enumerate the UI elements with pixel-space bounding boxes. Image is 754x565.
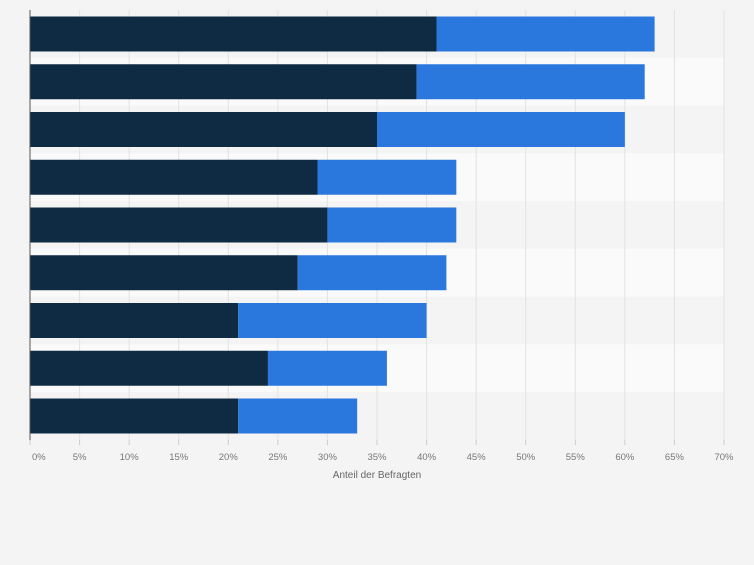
bar-segment-series-1: [30, 398, 239, 434]
bar-segment-series-2: [327, 207, 457, 243]
x-tick-label: 25%: [268, 452, 288, 463]
bar-segment-series-2: [267, 350, 387, 386]
bars: [30, 16, 655, 434]
x-tick-label: 30%: [318, 452, 338, 463]
bar-segment-series-2: [416, 64, 645, 100]
x-tick-label: 40%: [417, 452, 437, 463]
bar-segment-series-1: [30, 207, 328, 243]
x-axis-title: Anteil der Befragten: [333, 470, 421, 481]
bar-segment-series-1: [30, 159, 318, 195]
bar-segment-series-1: [30, 303, 239, 338]
x-tick-label: 5%: [73, 452, 87, 463]
x-tick-label: 65%: [665, 452, 685, 463]
x-tick-label: 35%: [367, 452, 387, 463]
x-tick-label: 55%: [566, 452, 586, 463]
x-tick-label: 15%: [169, 452, 189, 463]
bar-segment-series-2: [238, 303, 427, 338]
bar-segment-series-2: [297, 255, 447, 291]
x-tick-label: 60%: [615, 452, 635, 463]
bar-segment-series-2: [377, 112, 625, 147]
bar-segment-series-1: [30, 64, 417, 100]
x-tick-label: 45%: [467, 452, 487, 463]
bar-segment-series-1: [30, 112, 377, 147]
bar-segment-series-2: [317, 159, 457, 195]
x-tick-label: 20%: [219, 452, 239, 463]
x-axis-ticks: 0% 5% 10% 15% 20% 25% 30% 35% 40% 45% 50% 55% 60% 65%…: [29, 440, 734, 463]
x-tick-label: 10%: [120, 452, 140, 463]
bar-segment-series-1: [30, 350, 268, 386]
bar-segment-series-2: [238, 398, 358, 434]
bar-segment-series-1: [30, 255, 298, 291]
x-tick-label: 50%: [516, 452, 536, 463]
bar-segment-series-2: [436, 16, 655, 52]
bar-segment-series-1: [30, 16, 437, 52]
x-tick-label: 70%: [714, 452, 734, 463]
x-tick-label: 0%: [32, 452, 46, 463]
